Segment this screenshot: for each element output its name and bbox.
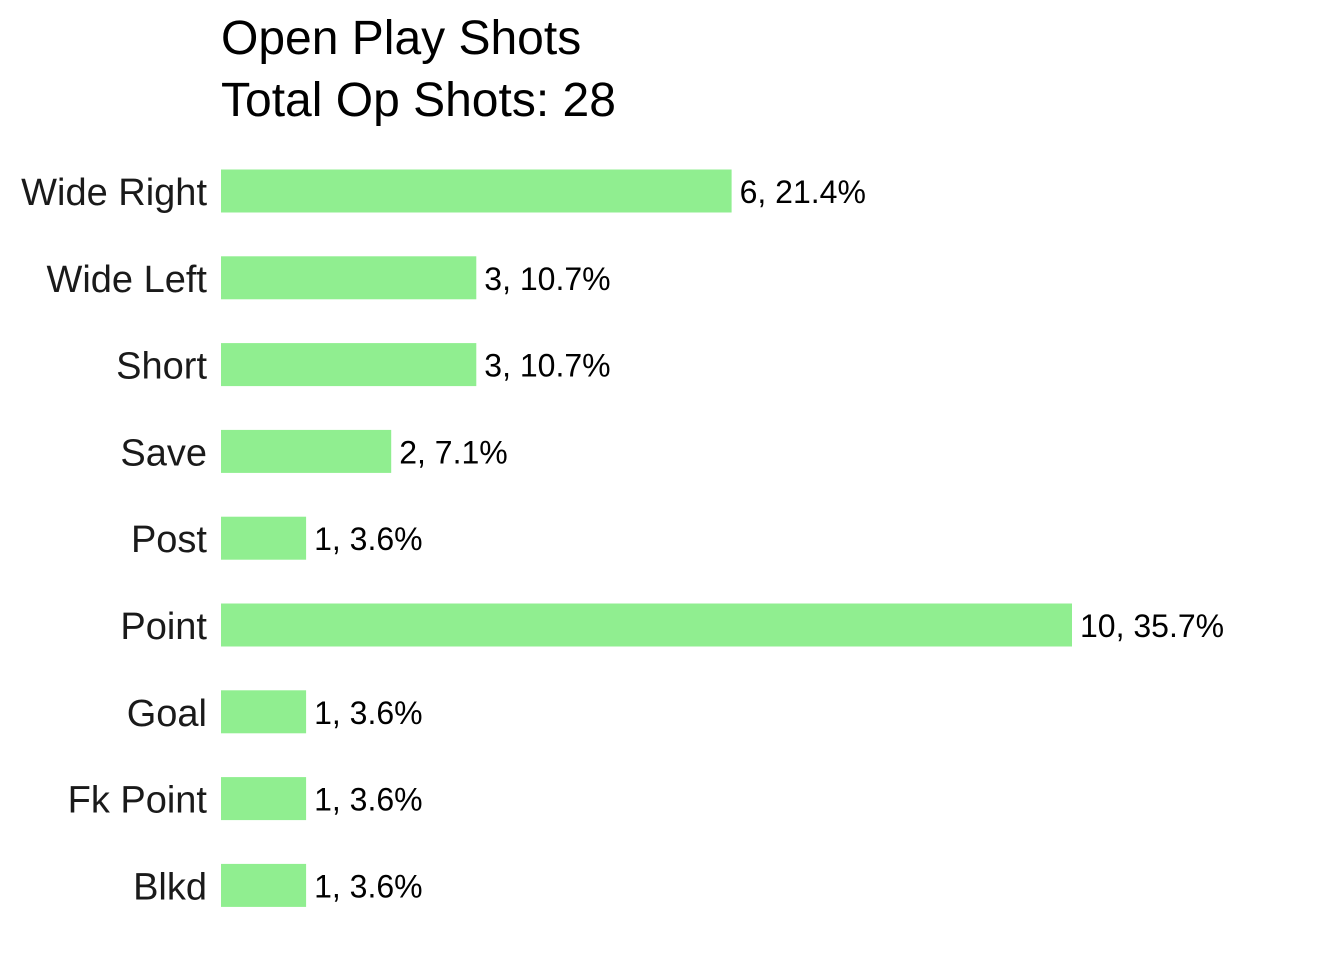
bar-short — [221, 343, 477, 387]
data-label-wide-right: 6, 21.4% — [740, 174, 866, 210]
category-label-post: Post — [131, 519, 207, 561]
category-label-goal: Goal — [127, 693, 207, 735]
category-label-wide-right: Wide Right — [21, 172, 207, 214]
bar-wide-left — [221, 256, 477, 300]
category-label-wide-left: Wide Left — [46, 259, 207, 301]
data-label-fk-point: 1, 3.6% — [314, 782, 423, 818]
bar-wide-right — [221, 169, 732, 213]
bar-goal — [221, 690, 307, 734]
data-label-save: 2, 7.1% — [399, 434, 508, 470]
data-label-blkd: 1, 3.6% — [314, 868, 423, 904]
category-label-point: Point — [120, 606, 207, 648]
data-label-post: 1, 3.6% — [314, 521, 423, 557]
category-label-save: Save — [120, 432, 207, 474]
data-label-goal: 1, 3.6% — [314, 695, 423, 731]
category-label-short: Short — [116, 346, 207, 388]
bar-point — [221, 603, 1072, 647]
chart-title: Open Play Shots — [221, 12, 581, 65]
bars-layer: Wide Right 6, 21.4% Wide Left 3, 10.7% Short… — [21, 169, 1224, 908]
category-label-blkd: Blkd — [133, 866, 207, 908]
data-label-short: 3, 10.7% — [484, 348, 610, 384]
data-label-point: 10, 35.7% — [1080, 608, 1224, 644]
bar-post — [221, 516, 307, 560]
chart-subtitle: Total Op Shots: 28 — [221, 74, 616, 127]
bar-save — [221, 429, 392, 473]
data-label-wide-left: 3, 10.7% — [484, 261, 610, 297]
bar-blkd — [221, 863, 307, 907]
category-label-fk-point: Fk Point — [68, 780, 208, 822]
bar-fk-point — [221, 777, 307, 821]
